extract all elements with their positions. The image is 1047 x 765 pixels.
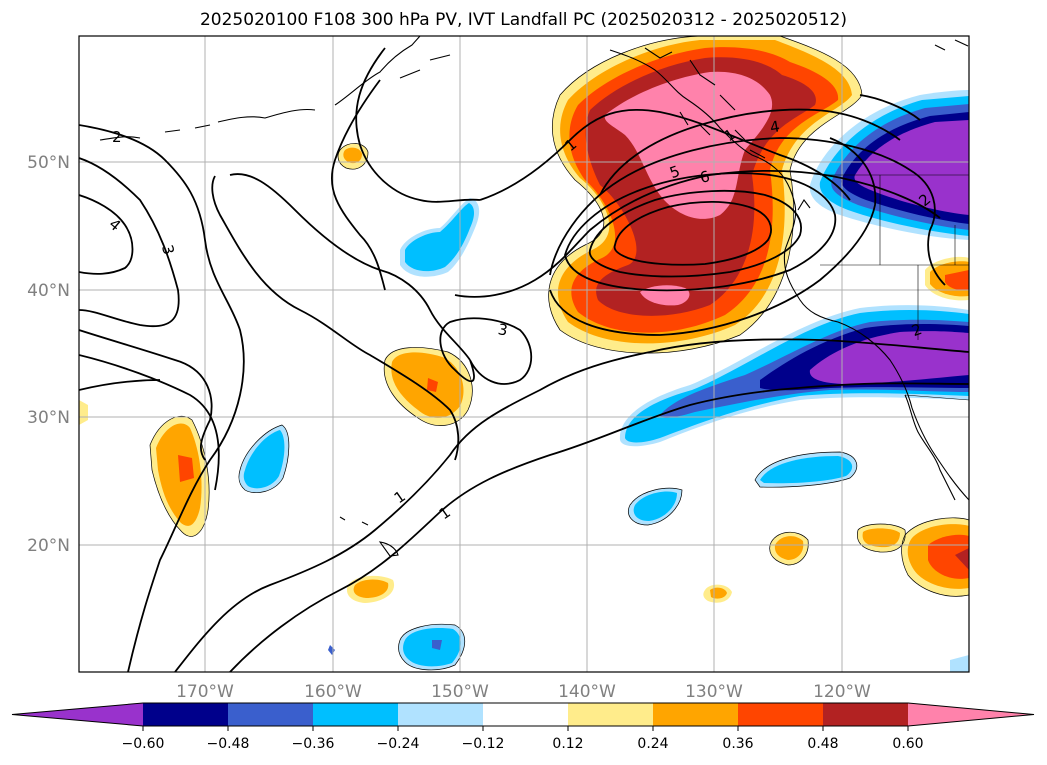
negative-anomaly-northeast	[809, 90, 969, 240]
colorbar-bin	[483, 703, 568, 726]
negative-anomaly-southeast	[619, 305, 969, 447]
colorbar-tick-label: 0.36	[722, 736, 753, 752]
positive-anomaly-central	[384, 347, 473, 426]
gridlines	[79, 36, 969, 672]
contour-label: 2	[112, 128, 122, 146]
colorbar-tick-label: −0.24	[377, 736, 420, 752]
contour-label: 4	[769, 117, 782, 136]
colorbar-bin	[228, 703, 313, 726]
lon-label: 160°W	[304, 682, 362, 702]
colorbar-tick-label: −0.36	[292, 736, 335, 752]
contour-label: 3	[497, 320, 510, 339]
colorbar-tick-label: −0.60	[122, 736, 165, 752]
colorbar-bin	[653, 703, 738, 726]
lon-label: 130°W	[685, 682, 743, 702]
map-title: 2025020100 F108 300 hPa PV, IVT Landfall…	[199, 10, 847, 30]
lat-label: 50°N	[27, 153, 70, 173]
lon-label: 120°W	[813, 682, 871, 702]
map-frame	[78, 35, 970, 673]
lat-label: 20°N	[27, 536, 70, 556]
colorbar-bin	[823, 703, 908, 726]
pv-contours	[79, 47, 969, 672]
contour-label: 3	[158, 243, 178, 257]
colorbar-tick-label: 0.60	[892, 736, 923, 752]
colorbar-tick-label: −0.12	[462, 736, 505, 752]
lat-labels: 50°N 40°N 30°N 20°N	[27, 153, 70, 556]
colorbar-tick-label: 0.48	[807, 736, 838, 752]
lon-label: 150°W	[431, 682, 489, 702]
map-plot-area: 2 4 3 1 3 1 1 5 6 4 2 1 2	[79, 36, 969, 672]
contour-label: 6	[698, 167, 712, 187]
colorbar-tick-label: −0.48	[207, 736, 250, 752]
lon-label: 170°W	[176, 682, 234, 702]
colorbar-tick-label: 0.24	[637, 736, 668, 752]
colorbar-bin	[143, 703, 228, 726]
colorbar-bin	[398, 703, 483, 726]
colorbar-tick-label: 0.12	[552, 736, 583, 752]
coastlines	[99, 36, 969, 557]
state-borders	[820, 174, 969, 401]
lat-label: 30°N	[27, 408, 70, 428]
colorbar-extend-max	[908, 703, 1034, 726]
lon-labels: 170°W 160°W 150°W 140°W 130°W 120°W	[176, 682, 871, 702]
anomaly-outlines	[149, 36, 969, 671]
colorbar-bin	[738, 703, 823, 726]
negative-anomaly-small	[238, 198, 969, 672]
colorbar-bin	[313, 703, 398, 726]
colorbar-bin	[568, 703, 653, 726]
colorbar-extend-min	[12, 703, 143, 726]
colorbar: −0.60 −0.48 −0.36 −0.24 −0.12 0.12 0.24 0.36 0.4…	[11, 702, 1035, 752]
lon-label: 140°W	[558, 682, 616, 702]
lat-label: 40°N	[27, 281, 70, 301]
